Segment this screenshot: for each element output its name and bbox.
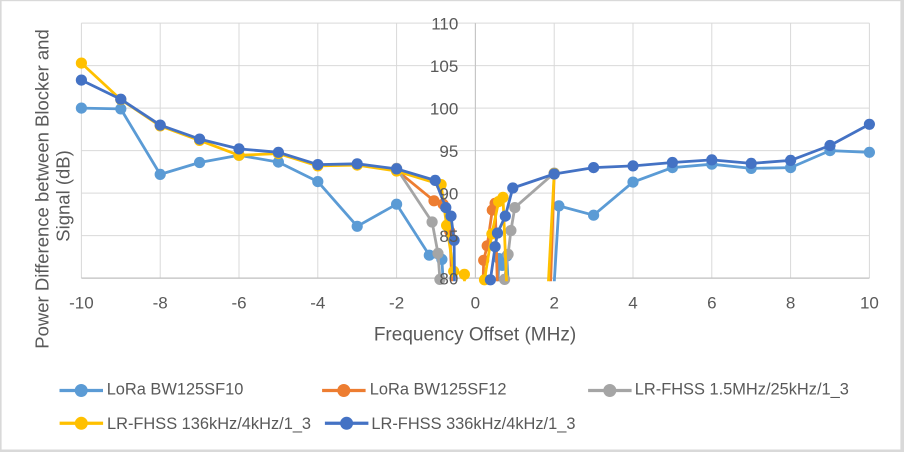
svg-text:LR-FHSS 1.5MHz/25kHz/1_3: LR-FHSS 1.5MHz/25kHz/1_3: [635, 381, 849, 399]
svg-text:LoRa BW125SF10: LoRa BW125SF10: [107, 381, 244, 399]
svg-text:110: 110: [431, 14, 458, 33]
svg-text:-8: -8: [153, 294, 168, 313]
svg-text:8: 8: [786, 294, 795, 313]
svg-text:-10: -10: [69, 294, 94, 313]
svg-text:LR-FHSS 136kHz/4kHz/1_3: LR-FHSS 136kHz/4kHz/1_3: [107, 415, 311, 433]
svg-text:105: 105: [430, 57, 458, 76]
svg-text:-6: -6: [231, 294, 246, 313]
svg-text:6: 6: [707, 294, 716, 313]
svg-text:-2: -2: [389, 294, 404, 313]
svg-text:2: 2: [549, 294, 558, 313]
svg-text:Signal (dB): Signal (dB): [52, 150, 73, 242]
svg-text:85: 85: [439, 227, 458, 246]
svg-text:95: 95: [439, 142, 458, 161]
svg-text:4: 4: [628, 294, 637, 313]
svg-text:Power Difference between Block: Power Difference between Blocker and: [31, 29, 52, 348]
svg-text:90: 90: [439, 184, 458, 203]
svg-text:10: 10: [860, 294, 879, 313]
svg-text:Frequency Offset (MHz): Frequency Offset (MHz): [374, 324, 576, 345]
svg-text:80: 80: [439, 269, 458, 288]
svg-text:LR-FHSS 336kHz/4kHz/1_3: LR-FHSS 336kHz/4kHz/1_3: [371, 415, 575, 433]
svg-text:100: 100: [430, 99, 458, 118]
svg-text:0: 0: [471, 294, 480, 313]
svg-text:-4: -4: [310, 294, 325, 313]
svg-text:LoRa BW125SF12: LoRa BW125SF12: [370, 381, 507, 399]
